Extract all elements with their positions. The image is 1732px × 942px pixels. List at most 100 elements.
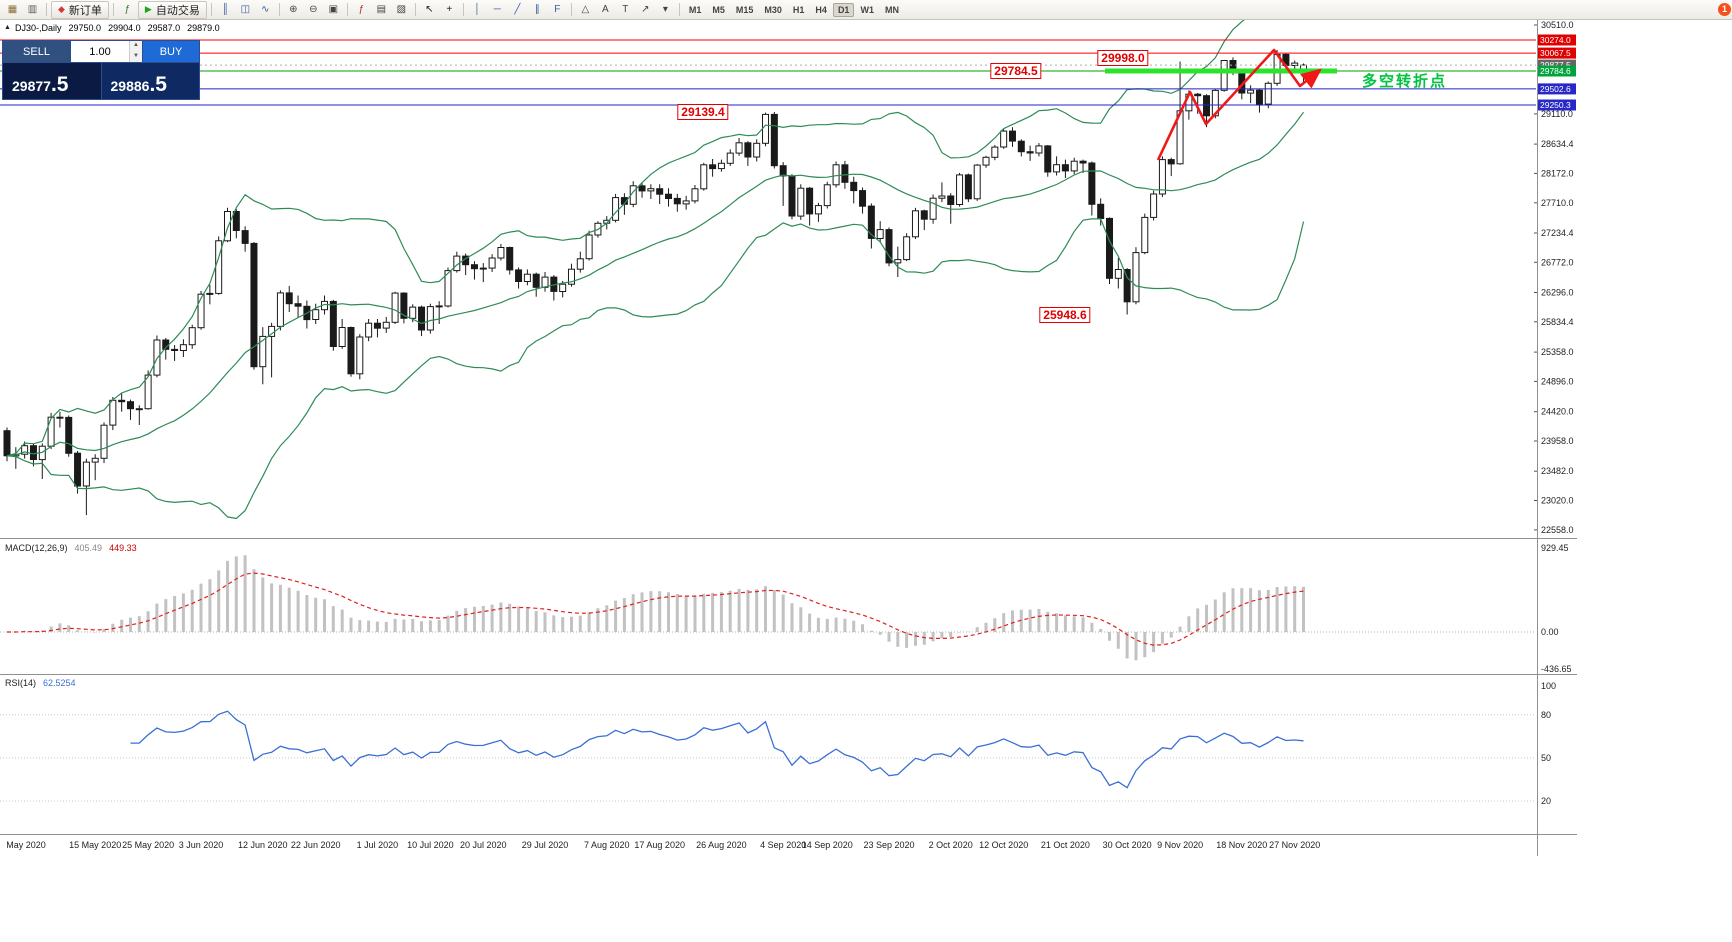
close-value: 29879.0 — [187, 23, 220, 33]
new-order-button[interactable]: ◆ 新订单 — [51, 0, 109, 19]
line-chart-icon[interactable]: ∿ — [261, 4, 270, 15]
new-chart-icon[interactable]: ▦ — [7, 4, 18, 15]
price-tick-label: 24896.0 — [1541, 376, 1574, 386]
macd-main-value: 405.49 — [74, 543, 103, 553]
price-tag-label: 29502.6 — [1540, 84, 1571, 94]
profiles-icon[interactable]: ▥ — [27, 4, 38, 15]
price-tag — [1538, 83, 1576, 95]
toolbar-separator — [278, 3, 280, 16]
timeframe-w1[interactable]: W1 — [860, 4, 874, 15]
dropdown-icon[interactable]: ▾ — [662, 4, 668, 15]
date-label: 10 Jul 2020 — [407, 840, 454, 850]
text-label-icon[interactable]: T — [622, 4, 629, 15]
sell-button[interactable]: SELL — [3, 41, 70, 62]
high-value: 29904.0 — [108, 23, 141, 33]
rsi-tick-label: 100 — [1541, 681, 1556, 691]
crosshair-icon[interactable]: + — [446, 4, 453, 15]
timeframe-m1[interactable]: M1 — [688, 4, 702, 15]
date-label: 14 Sep 2020 — [802, 840, 853, 850]
zoom-in-icon[interactable]: ⊕ — [289, 4, 298, 15]
rsi-title: RSI(14) — [5, 678, 37, 688]
price-label-box[interactable]: 29784.5 — [990, 63, 1042, 79]
rsi-tick-label: 50 — [1541, 753, 1551, 763]
new-order-button-icon: ◆ — [58, 4, 65, 14]
rsi-value: 62.5254 — [43, 678, 76, 688]
vertical-line-icon[interactable]: │ — [474, 4, 481, 15]
timeframe-m15[interactable]: M15 — [735, 4, 754, 15]
chart-note-annotation[interactable]: 多空转折点 — [1362, 73, 1448, 90]
lot-spinner: ▲ ▼ — [129, 41, 142, 62]
toolbar-separator — [570, 3, 572, 16]
lot-decrease-button[interactable]: ▼ — [133, 52, 139, 59]
toolbar-separator — [462, 3, 464, 16]
expert-advisors-icon[interactable]: ƒ — [124, 4, 131, 15]
main-toolbar: ▦ ▥ ◆ 新订单 ƒ ▶ 自动交易 ║ ◫ ∿ ⊕ ⊖ ▣ ƒ ▤ ▧ ↖ + │ ─ ╱ ∥ F △ A T ↗ ▾ M1 M5 M15… — [0, 0, 1732, 20]
macd-tick-label: -436.65 — [1541, 664, 1572, 674]
candlestick-chart-icon[interactable]: ◫ — [240, 4, 251, 15]
time-axis[interactable]: May 2020 15 May 2020 25 May 2020 3 Jun 2020… — [6, 840, 1320, 850]
templates-icon[interactable]: ▧ — [396, 4, 407, 15]
price-label-box[interactable]: 29998.0 — [1097, 49, 1149, 66]
price-label-box[interactable]: 25948.6 — [1039, 306, 1091, 323]
bar-chart-icon[interactable]: ║ — [221, 4, 229, 15]
timeframe-d1[interactable]: D1 — [832, 2, 855, 17]
sell-price[interactable]: 29877 .5 — [3, 63, 101, 99]
autotrade-button-label: 自动交易 — [155, 4, 200, 17]
date-label: 18 Nov 2020 — [1216, 840, 1267, 850]
macd-pane — [0, 555, 1536, 661]
indicators-icon[interactable]: ƒ — [358, 4, 365, 15]
buy-button[interactable]: BUY — [143, 41, 199, 62]
macd-signal-line — [7, 572, 1304, 646]
macd-signal-value: 449.33 — [109, 543, 137, 553]
price-tick-label: 22558.0 — [1541, 525, 1574, 535]
tile-windows-icon[interactable]: ▣ — [328, 4, 339, 15]
timeframe-h4[interactable]: H4 — [815, 4, 827, 15]
rsi-line — [130, 710, 1304, 789]
rsi-pane — [0, 710, 1536, 802]
date-label: 4 Sep 2020 — [760, 840, 806, 850]
one-click-panel-toggle-icon[interactable]: ▲ — [4, 24, 11, 31]
timeframe-h1[interactable]: H1 — [792, 4, 805, 15]
text-icon[interactable]: A — [602, 4, 609, 15]
buy-price[interactable]: 29886 .5 — [100, 63, 199, 99]
candlestick-series — [3, 50, 1308, 516]
date-label: 15 May 2020 — [69, 840, 121, 850]
price-tick-label: 28172.0 — [1541, 168, 1574, 178]
price-tick-label: 29110.0 — [1541, 109, 1573, 119]
trendline-icon[interactable]: ╱ — [514, 4, 521, 15]
price-tick-label: 24420.0 — [1541, 407, 1574, 417]
date-label: 30 Oct 2020 — [1103, 840, 1152, 850]
arrows-icon[interactable]: ↗ — [641, 4, 650, 15]
price-axis[interactable]: 30510.0 29110.0 28634.4 28172.0 27710.0 27234… — [1534, 20, 1576, 806]
price-tick-label: 28634.4 — [1541, 139, 1574, 149]
price-tick-label: 26772.0 — [1541, 257, 1574, 267]
timeframe-mn[interactable]: MN — [884, 4, 899, 15]
trend-zigzag-arrow[interactable] — [1156, 48, 1323, 161]
zoom-out-icon[interactable]: ⊖ — [309, 4, 318, 15]
date-label: 1 Jul 2020 — [357, 840, 399, 850]
price-tag-label: 29250.3 — [1540, 100, 1571, 110]
timeframe-m5[interactable]: M5 — [712, 4, 725, 15]
price-tag-label: 29877.5 — [1540, 60, 1571, 70]
price-tag-label: 29784.6 — [1540, 66, 1571, 76]
price-tag — [1538, 99, 1576, 111]
shapes-icon[interactable]: △ — [581, 4, 590, 15]
toolbar-separator — [678, 3, 680, 16]
lot-size-input[interactable]: 1.00 — [89, 45, 111, 58]
date-label: 20 Jul 2020 — [460, 840, 507, 850]
autotrade-button[interactable]: ▶ 自动交易 — [137, 0, 207, 19]
notification-badge[interactable]: 1 — [1718, 3, 1731, 16]
fibonacci-icon[interactable]: F — [554, 4, 561, 15]
lot-increase-button[interactable]: ▲ — [133, 42, 139, 48]
periods-icon[interactable]: ▤ — [376, 4, 387, 15]
price-label-box[interactable]: 29139.4 — [677, 104, 729, 120]
symbol-period-label: DJ30-,Daily — [15, 23, 62, 33]
sell-price-frac: .5 — [50, 73, 69, 96]
date-label: 27 Nov 2020 — [1269, 840, 1320, 850]
equidistant-channel-icon[interactable]: ∥ — [534, 4, 540, 15]
cursor-icon[interactable]: ↖ — [425, 4, 434, 15]
timeframe-m30[interactable]: M30 — [764, 4, 782, 15]
horizontal-line-icon[interactable]: ─ — [493, 4, 501, 15]
chart-info-line: DJ30-,Daily 29750.0 29904.0 29587.0 2987… — [15, 23, 220, 33]
